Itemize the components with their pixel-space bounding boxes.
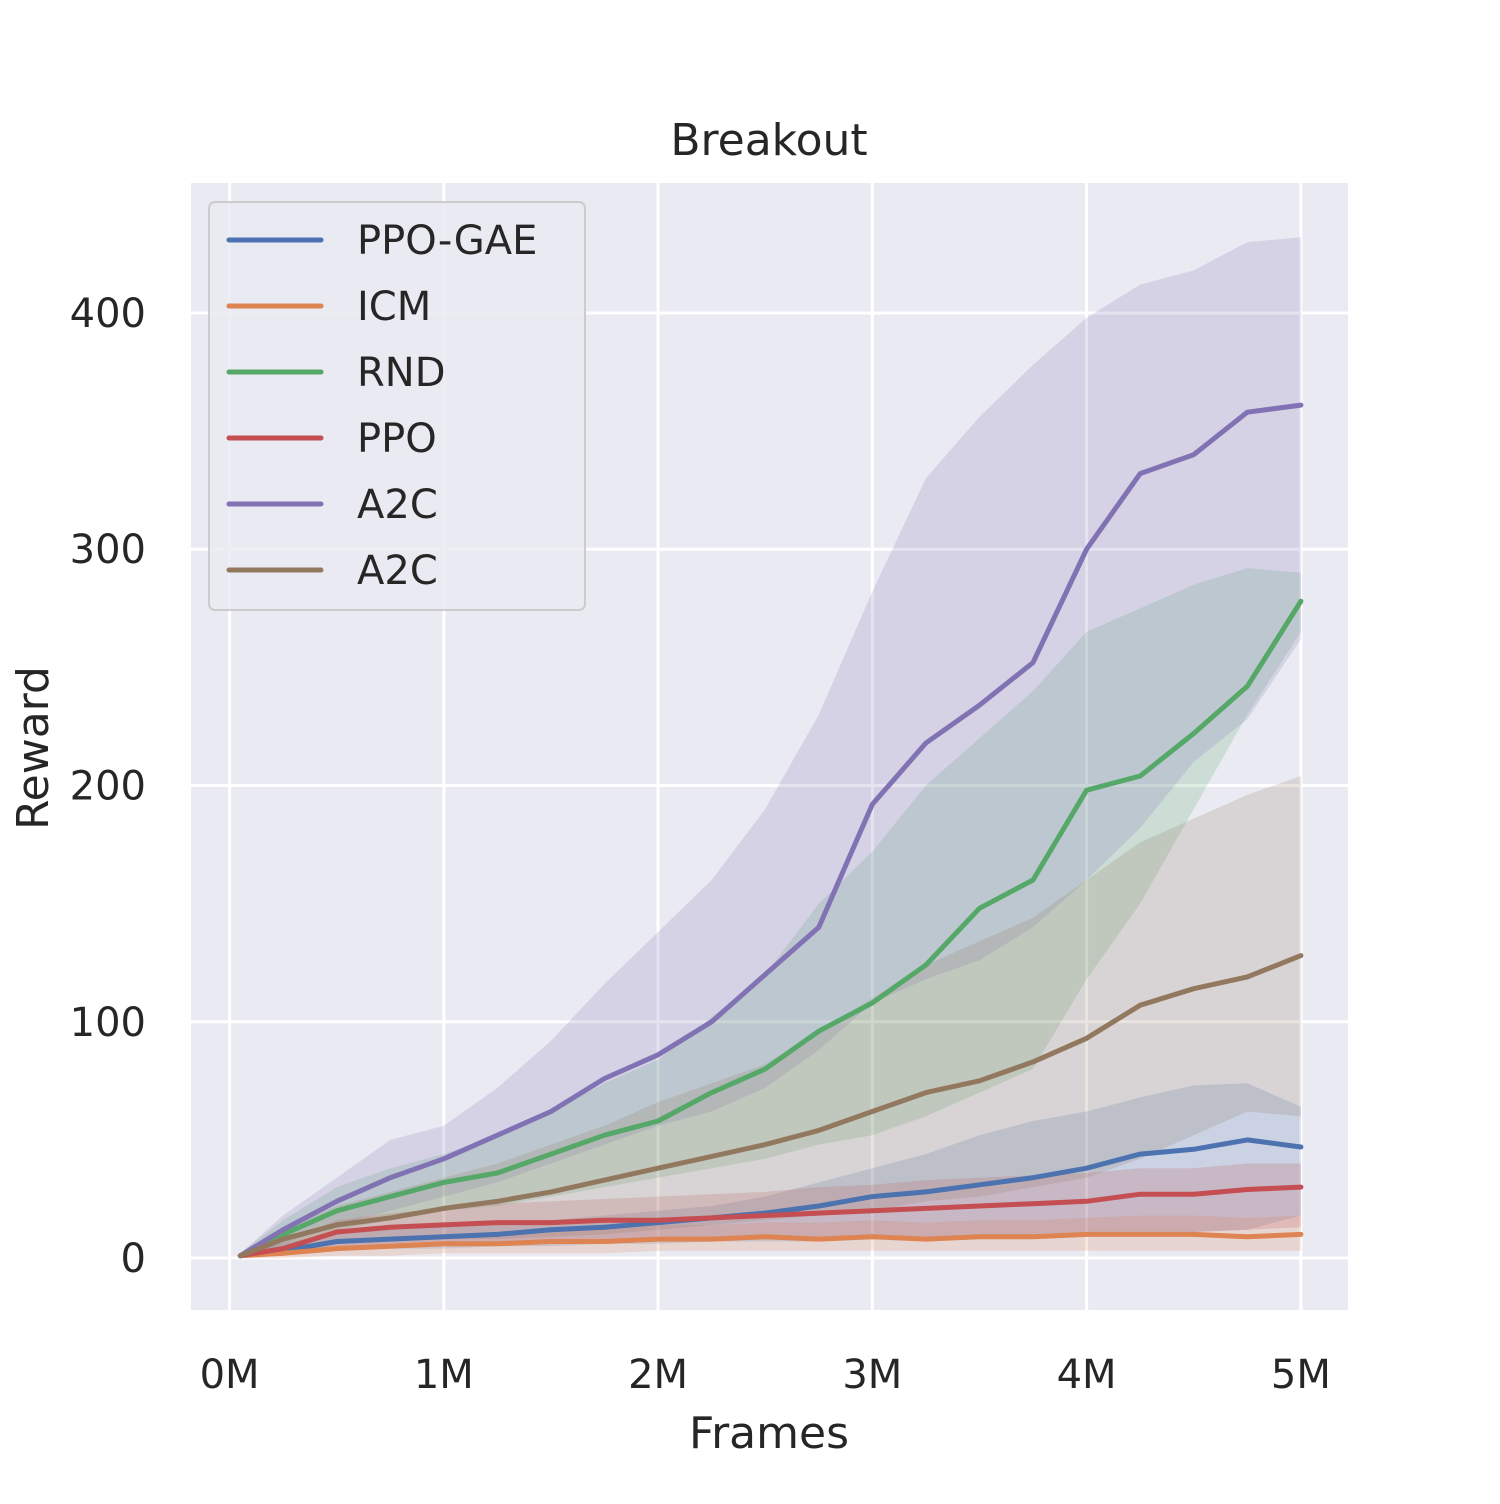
x-tick-label: 4M <box>1057 1352 1117 1398</box>
y-tick-labels: 0 100 200 300 400 <box>70 291 146 1282</box>
y-tick-label: 400 <box>70 291 146 337</box>
y-tick-label: 200 <box>70 763 146 809</box>
legend-label: PPO <box>357 416 437 462</box>
confidence-band-series-5 <box>240 237 1301 1259</box>
x-tick-label: 0M <box>200 1352 260 1398</box>
x-tick-label: 2M <box>628 1352 688 1398</box>
legend-label: ICM <box>357 284 431 330</box>
series-line-5 <box>237 402 1304 1259</box>
x-tick-label: 3M <box>842 1352 902 1398</box>
x-axis-label: Frames <box>689 1408 849 1459</box>
x-tick-label: 5M <box>1271 1352 1331 1398</box>
series-line-6 <box>237 953 1304 1259</box>
x-tick-label: 1M <box>414 1352 474 1398</box>
y-tick-label: 100 <box>70 1000 146 1046</box>
x-tick-labels: 0M 1M 2M 3M 4M 5M <box>200 1352 1331 1398</box>
series-lines <box>237 402 1304 1259</box>
y-tick-label: 0 <box>121 1236 146 1282</box>
series-line-4 <box>237 1184 1304 1259</box>
series-line-2 <box>237 1231 1304 1259</box>
legend-label: PPO-GAE <box>357 218 537 264</box>
grid-lines <box>191 183 1348 1310</box>
confidence-band-series-3 <box>240 568 1301 1258</box>
legend-label: A2C <box>357 482 438 528</box>
legend-label: RND <box>357 350 446 396</box>
y-axis-label: Reward <box>8 666 59 830</box>
confidence-band-series-6 <box>240 776 1301 1258</box>
legend-label: A2C <box>357 548 438 594</box>
legend: PPO-GAE ICM RND PPO A2C A2C <box>208 201 586 611</box>
chart-title: Breakout <box>670 115 867 166</box>
confidence-band-series-1 <box>240 1083 1301 1258</box>
y-tick-label: 300 <box>70 527 146 573</box>
series-line-3 <box>237 598 1304 1259</box>
